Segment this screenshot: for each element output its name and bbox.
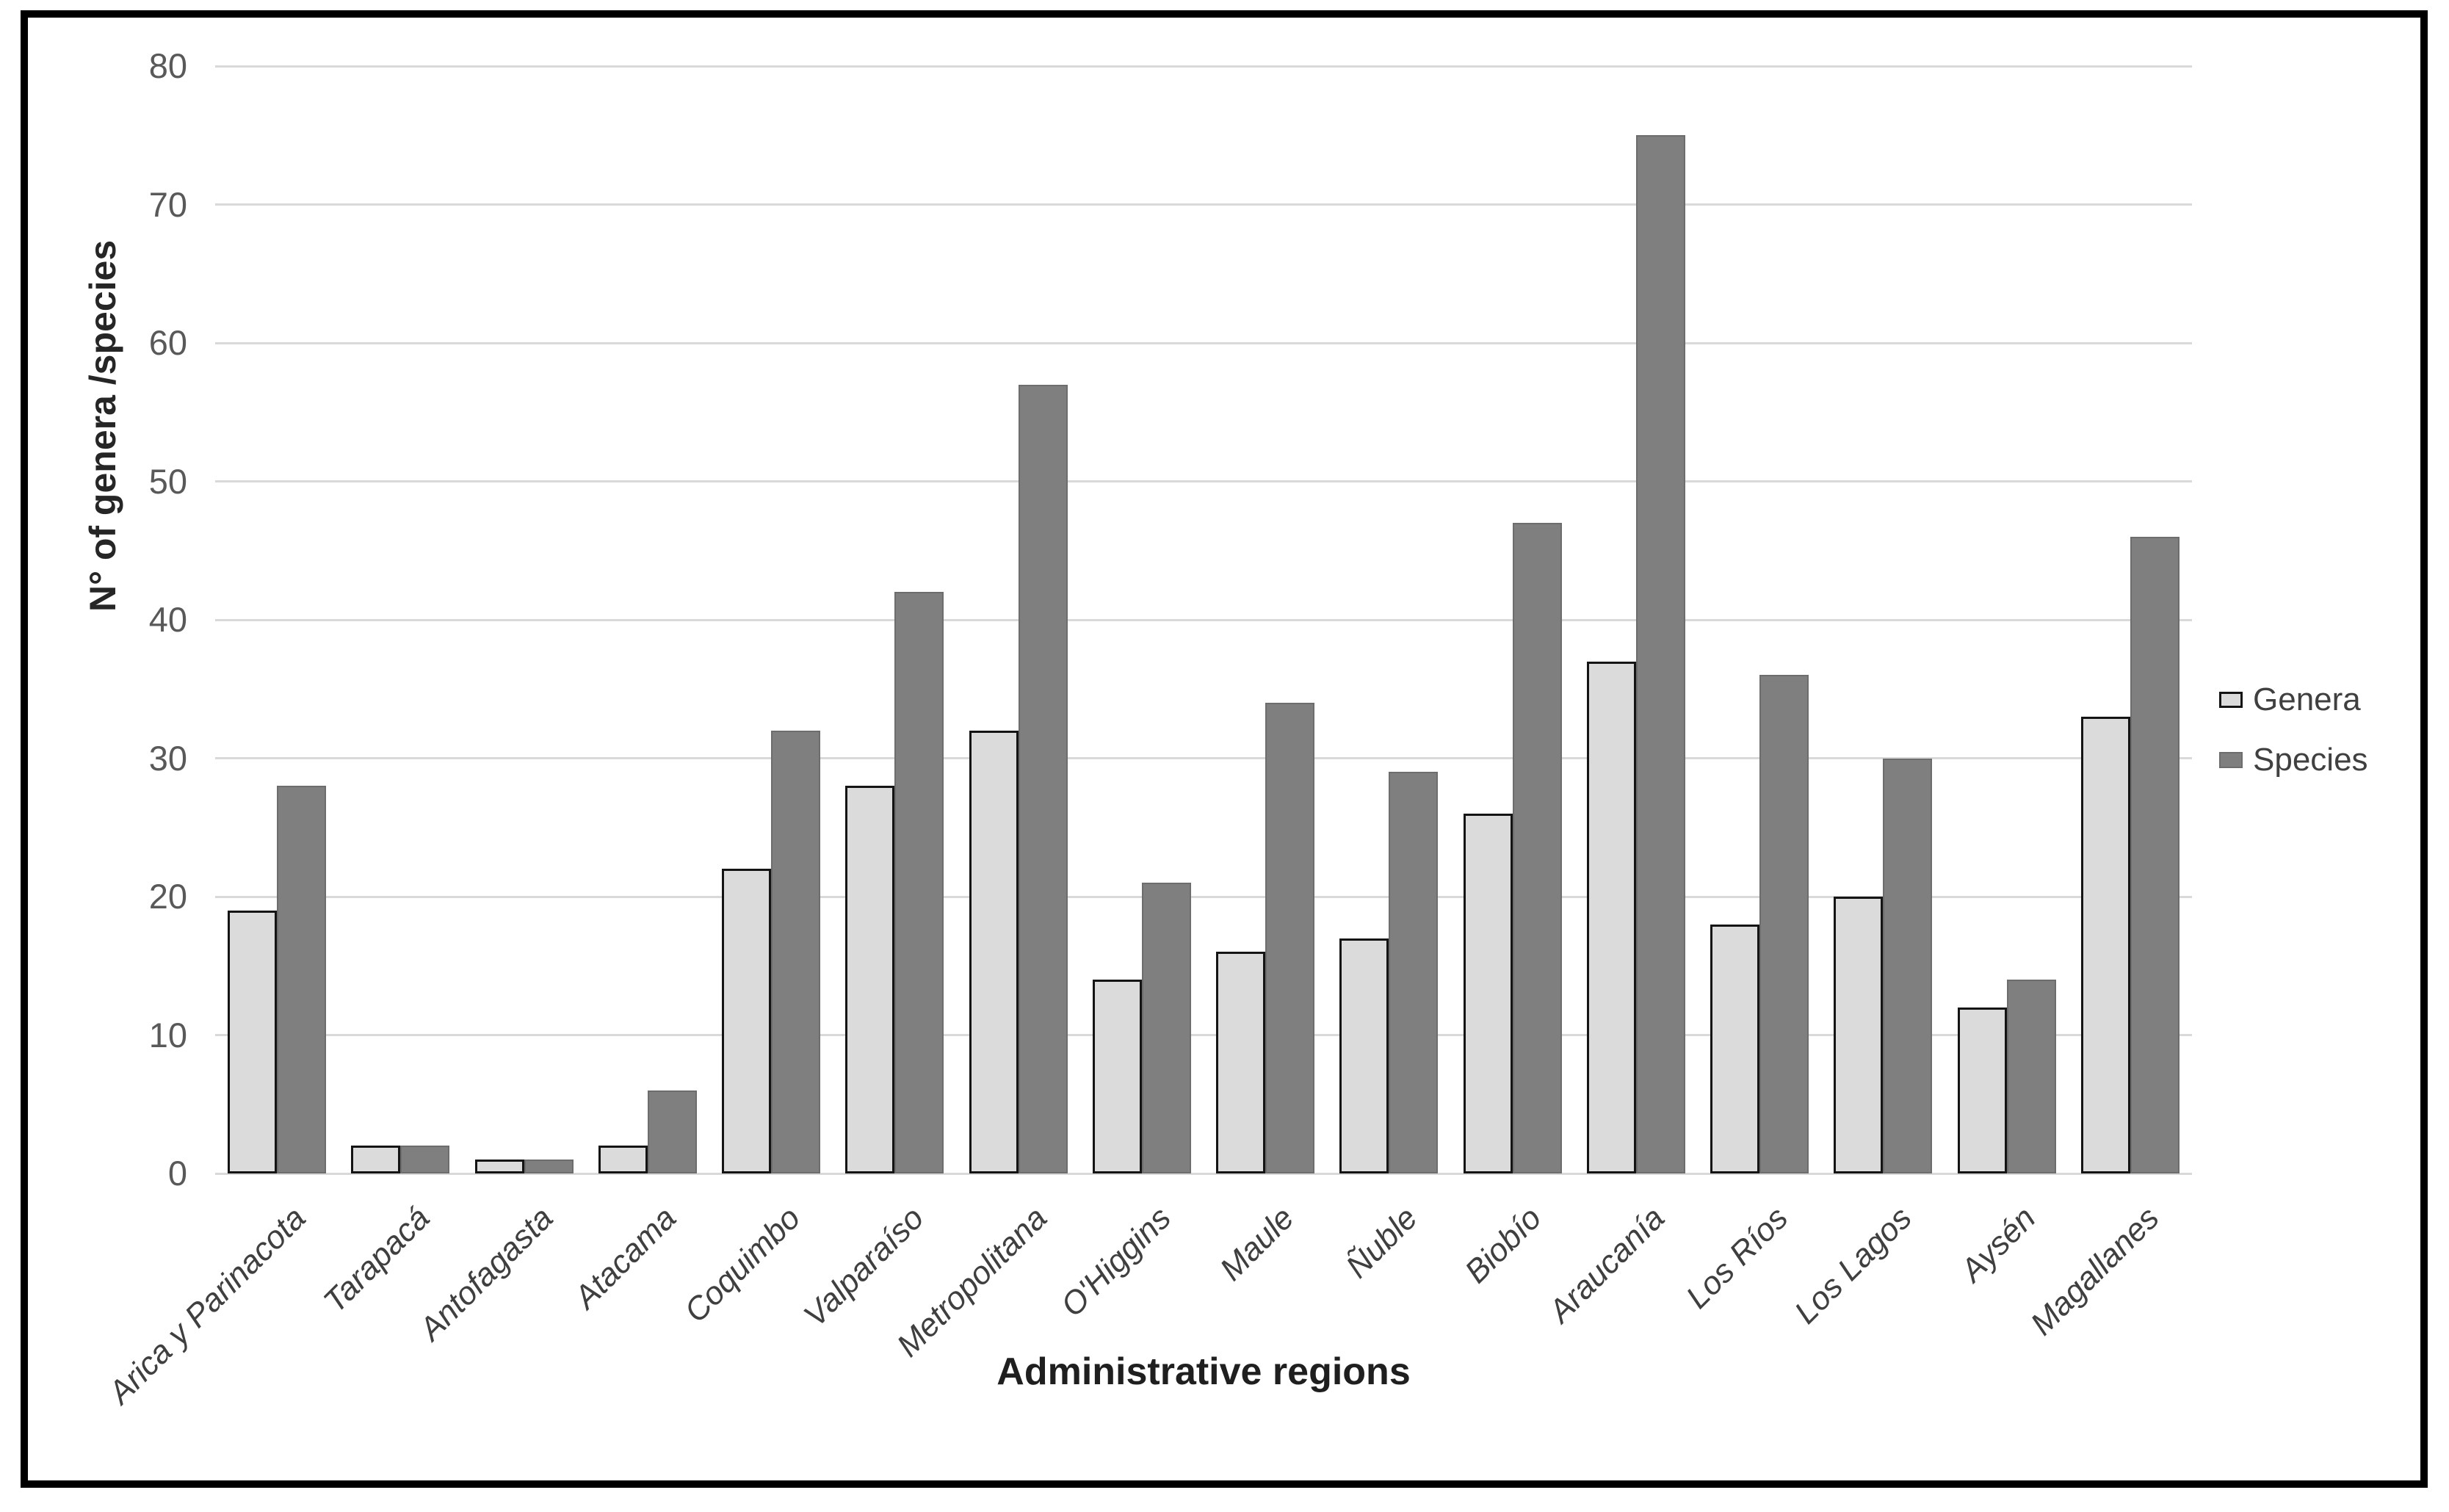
gridline [215,341,2192,344]
bar-genera [1957,1007,2007,1173]
bar-genera [845,786,895,1173]
gridline [215,65,2192,68]
bar-species [1018,384,1068,1173]
y-tick-label: 10 [148,1015,187,1055]
bar-species [277,786,327,1173]
bar-species [1635,135,1685,1173]
legend-label-genera: Genera [2253,681,2361,717]
gridline [215,618,2192,621]
species-swatch-icon [2219,752,2243,768]
bar-genera [474,1160,524,1173]
bar-species [2130,536,2179,1173]
x-axis-title: Administrative regions [996,1350,1411,1393]
bar-genera [1339,938,1389,1173]
bar-species [400,1146,450,1173]
y-tick-label: 50 [148,461,187,501]
gridline [215,203,2192,206]
y-tick-label: 0 [167,1154,187,1193]
gridline [215,757,2192,759]
bar-species [524,1160,574,1173]
bar-species [1141,883,1191,1173]
bar-species [771,730,821,1173]
bar-genera [228,910,278,1173]
bar-species [1265,703,1315,1173]
y-tick-label: 30 [148,738,187,778]
bar-genera [1216,952,1266,1173]
gridline [215,1034,2192,1036]
bar-genera [1463,813,1513,1173]
legend-item-species: Species [2219,742,2368,778]
genera-swatch-icon [2219,692,2243,708]
bar-species [2006,980,2056,1173]
legend: Genera Species [2219,681,2368,802]
y-tick-label: 70 [148,184,187,224]
bar-genera [1834,897,1884,1173]
y-tick-label: 80 [148,46,187,85]
legend-item-genera: Genera [2219,681,2368,718]
bar-species [647,1090,697,1173]
bar-species [1512,523,1562,1173]
bar-species [894,592,944,1173]
y-axis-title: N° of genera /species [82,239,123,612]
bar-genera [351,1146,401,1173]
bar-genera [722,869,772,1173]
bar-genera [2080,716,2130,1173]
y-tick-label: 20 [148,877,187,916]
bar-species [1759,675,1809,1173]
legend-label-species: Species [2253,742,2368,778]
bar-species [1389,772,1439,1173]
bar-genera [969,730,1019,1173]
gridline [215,895,2192,898]
gridline [215,480,2192,482]
gridline [215,1172,2192,1175]
bar-genera [1710,924,1760,1173]
bar-genera [598,1146,648,1173]
bar-genera [1092,980,1142,1173]
y-tick-label: 60 [148,323,187,362]
figure-frame [21,10,2428,1488]
bar-genera [1586,661,1636,1173]
y-tick-label: 40 [148,600,187,639]
bar-species [1883,758,1933,1173]
